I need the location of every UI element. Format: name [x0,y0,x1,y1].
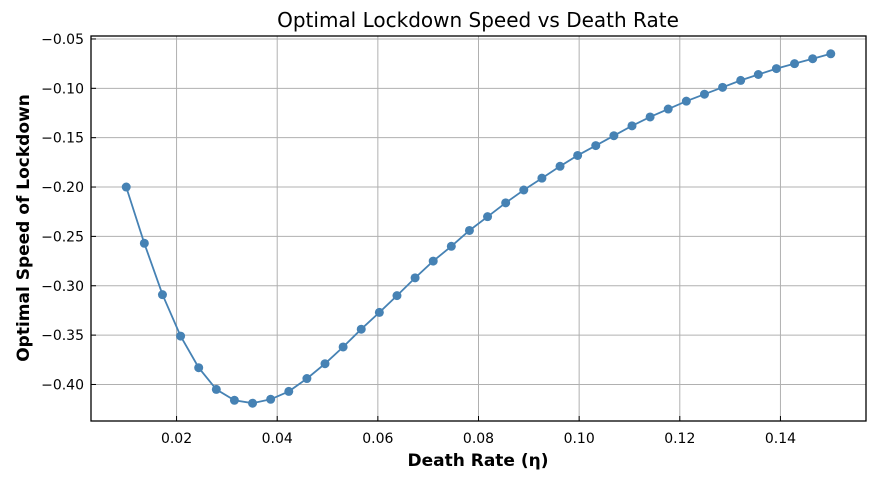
data-point [176,331,186,341]
data-point [157,290,167,300]
data-point [826,49,836,59]
data-point [121,182,131,192]
x-tick-label: 0.08 [463,431,494,447]
y-tick-label: −0.15 [41,131,84,147]
data-point [591,141,601,151]
data-point [356,324,366,334]
y-axis-label: Optimal Speed of Lockdown [14,94,34,362]
y-tick-label: −0.05 [41,32,84,48]
data-point [753,70,763,79]
data-point [302,374,312,384]
x-tick-label: 0.06 [362,431,393,447]
series-line [121,49,836,408]
x-tick-label: 0.04 [262,431,293,447]
x-tick-label: 0.14 [765,431,796,447]
data-point [573,150,583,160]
data-point [139,238,149,248]
x-tick-label: 0.02 [161,431,192,447]
series-polyline [125,52,832,405]
y-tick-label: −0.20 [41,180,84,196]
y-tick-label: −0.40 [41,377,84,393]
data-point [229,395,239,405]
y-tick-label: −0.35 [41,328,84,344]
data-point [537,173,547,183]
data-point [410,273,420,283]
data-point [284,386,294,396]
data-point [248,398,258,408]
data-point [320,359,330,369]
grid [91,36,866,421]
data-point [609,131,619,141]
chart-title: Optimal Lockdown Speed vs Death Rate [277,8,679,32]
data-point [446,241,456,251]
y-tick-label: −0.30 [41,279,84,295]
data-point [718,82,728,92]
plot-area-frame [90,35,867,422]
data-point [681,96,691,106]
ticks: 0.02 0.04 0.06 0.08 0.10 0.12 0.14 −0.40 −0.35 −0… [41,32,796,447]
data-point [645,112,655,122]
data-point [808,54,818,64]
data-point [790,59,800,69]
data-point [211,384,221,394]
data-point [663,104,673,114]
data-point [266,394,276,404]
data-point [501,198,511,208]
data-point [428,256,438,266]
data-point [699,89,709,99]
x-tick-label: 0.10 [564,431,595,447]
y-tick-label: −0.10 [41,81,84,97]
x-tick-label: 0.12 [664,431,695,447]
data-point [771,64,781,74]
data-point [627,121,637,131]
data-point [374,307,384,317]
data-point [555,161,565,171]
data-point [392,291,402,301]
data-point [338,342,348,352]
y-tick-label: −0.25 [41,229,84,245]
x-axis-label: Death Rate (η) [407,451,548,471]
data-point [464,225,474,235]
data-point [519,185,529,195]
data-point [194,363,204,373]
data-point [483,212,493,222]
data-point [736,75,746,85]
